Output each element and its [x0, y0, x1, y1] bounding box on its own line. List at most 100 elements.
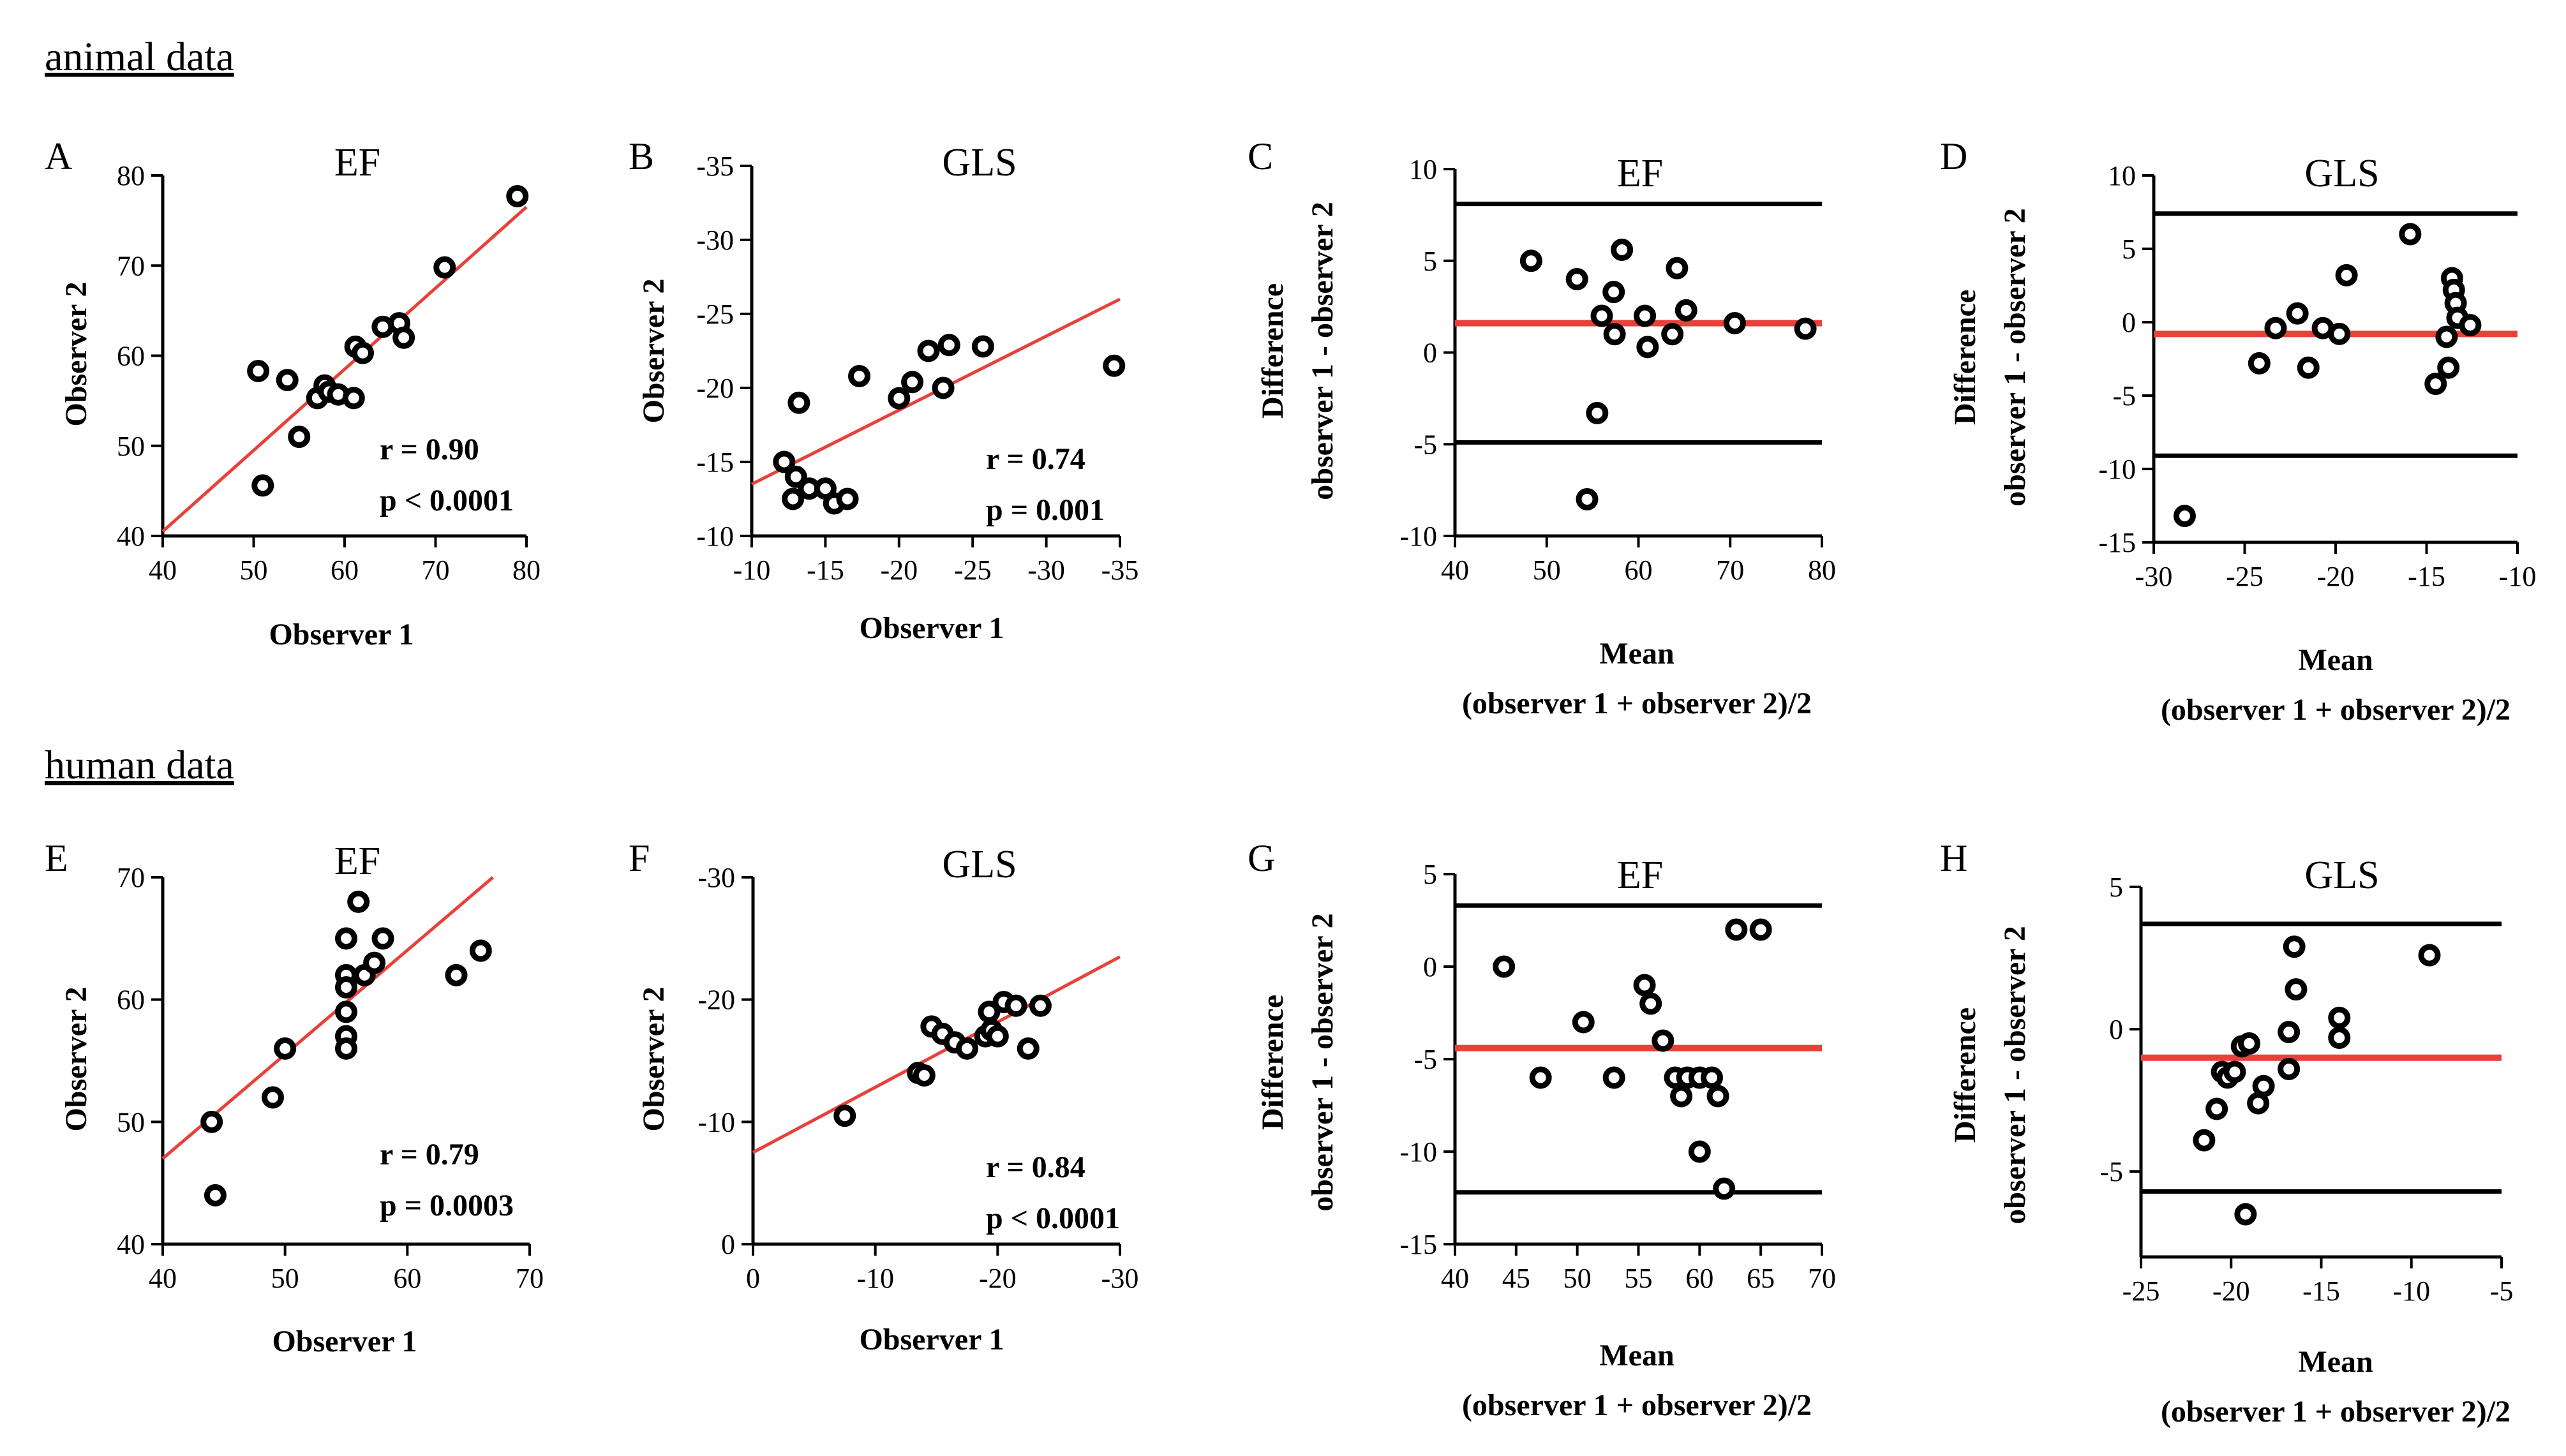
data-point-B	[888, 387, 911, 410]
x-axis-label-line: (observer 1 + observer 2)/2	[1462, 1388, 1812, 1422]
x-axis-label-line: Mean	[2298, 1345, 2373, 1379]
y-axis-label-line: Difference	[1948, 1007, 1982, 1143]
x-tick-label: 80	[512, 554, 541, 586]
data-point-H	[2328, 1006, 2351, 1029]
human-section-title: human data	[45, 742, 234, 787]
data-point-B	[782, 487, 805, 510]
y-axis-label-line: observer 1 - observer 2	[1998, 208, 2032, 506]
y-tick-label: 40	[117, 1229, 145, 1260]
data-point-A	[247, 360, 270, 383]
x-tick-label: -20	[2317, 561, 2355, 592]
y-tick-label: 10	[2108, 160, 2136, 191]
data-point-C	[1519, 249, 1542, 272]
chart-F: F GLS 0 -10 -20 -30 0 -10 -20 -30 Observer 1 Observ…	[629, 837, 1138, 1356]
y-tick-label: -5	[1414, 1044, 1437, 1075]
x-axis-label-line: Observer 1	[269, 618, 414, 651]
data-point-B	[901, 371, 924, 394]
x-axis-label-F: Observer 1	[859, 1323, 1004, 1356]
data-point-E	[335, 976, 357, 999]
data-point-H	[2238, 1032, 2260, 1055]
y-tick-label: -20	[697, 984, 735, 1016]
y-tick-label: 50	[117, 431, 145, 462]
data-point-H	[2328, 1026, 2351, 1049]
x-axis-label-line: Observer 1	[272, 1325, 417, 1358]
x-tick-label: 50	[1563, 1263, 1592, 1294]
y-tick-label: 0	[1423, 951, 1437, 983]
data-point-E	[262, 1086, 284, 1109]
x-axis-label-line: Mean	[1599, 1339, 1674, 1372]
chart-title-E: EF	[334, 840, 380, 883]
data-point-C	[1602, 281, 1625, 304]
data-point-C	[1675, 299, 1697, 322]
data-point-A	[352, 341, 374, 364]
panel-letter-B: B	[629, 135, 654, 177]
data-point-F	[955, 1037, 978, 1060]
x-tick-label: -15	[2302, 1275, 2340, 1307]
y-tick-label: 70	[117, 250, 145, 281]
x-tick-label: 80	[1808, 554, 1836, 586]
y-tick-label: -5	[1414, 429, 1437, 460]
data-point-D	[2335, 264, 2358, 286]
y-axis-label-line: Difference	[1256, 995, 1290, 1130]
chart-B: B GLS -10 -15 -20 -25 -30 -35 -10 -15 -20 -25 -30 -35…	[629, 135, 1138, 645]
data-point-E	[335, 1000, 357, 1023]
data-point-D	[2297, 356, 2320, 379]
chart-title-C: EF	[1617, 152, 1663, 195]
x-tick-label: -10	[2392, 1275, 2430, 1307]
x-tick-label: -30	[2135, 561, 2173, 592]
data-point-H	[2283, 935, 2306, 958]
data-point-B	[784, 465, 807, 488]
x-tick-label: -10	[733, 554, 771, 586]
y-axis-label-line: observer 1 - observer 2	[1306, 202, 1339, 500]
chart-title-D: GLS	[2304, 152, 2379, 195]
data-point-F	[1004, 994, 1027, 1017]
x-tick-label: 60	[1625, 554, 1653, 586]
data-point-B	[773, 450, 796, 473]
panel-letter-G: G	[1248, 837, 1275, 879]
data-point-G	[1706, 1085, 1729, 1108]
x-tick-label: 70	[422, 554, 450, 586]
x-axis-label-G: Mean (observer 1 + observer 2)/2	[1462, 1339, 1812, 1422]
x-tick-label: -20	[880, 554, 918, 586]
y-axis-label-A: Observer 2	[59, 281, 93, 426]
y-tick-label: -5	[2100, 1156, 2123, 1187]
x-tick-label: 55	[1625, 1263, 1653, 1294]
data-point-G	[1688, 1140, 1711, 1163]
x-tick-label: -15	[2408, 561, 2445, 592]
y-tick-label: 60	[117, 984, 145, 1016]
x-axis-label-line: Observer 1	[859, 611, 1004, 645]
y-axis-label-line: Difference	[1948, 290, 1982, 425]
chart-A: A EF 40 50 60 70 80 40 50 60 70 80 Observer 1 Observe…	[45, 135, 541, 651]
data-point-F	[986, 1025, 1009, 1048]
data-point-D	[2286, 302, 2309, 325]
data-point-F	[1017, 1037, 1040, 1060]
data-point-B	[787, 391, 810, 414]
panel-letter-D: D	[1940, 135, 1967, 177]
data-point-H	[2285, 978, 2308, 1001]
stat-text-E: r = 0.79	[380, 1138, 479, 1171]
x-tick-label: -35	[1101, 554, 1139, 586]
data-point-B	[937, 334, 960, 357]
data-point-A	[288, 426, 311, 449]
data-point-F	[833, 1104, 856, 1127]
y-axis-label-D: Difference observer 1 - observer 2	[1948, 208, 2032, 506]
x-tick-label: 60	[331, 554, 359, 586]
chart-E: E EF 40 50 60 70 40 50 60 70 Observer 1 Observer 2 r…	[45, 837, 544, 1358]
y-tick-label: -10	[1399, 1136, 1437, 1168]
regression-line-F	[752, 955, 1121, 1154]
y-tick-label: 5	[2122, 234, 2136, 265]
y-axis-label-E: Observer 2	[59, 986, 93, 1131]
data-point-D	[2424, 373, 2447, 396]
data-point-G	[1529, 1066, 1552, 1089]
y-axis-label-B: Observer 2	[637, 278, 671, 423]
data-point-C	[1661, 323, 1684, 346]
x-tick-label: 70	[1716, 554, 1744, 586]
x-axis-label-line: (observer 1 + observer 2)/2	[2161, 693, 2510, 727]
data-point-H	[2252, 1074, 2275, 1097]
y-tick-label: -35	[696, 151, 734, 182]
chart-title-B: GLS	[942, 141, 1017, 184]
x-tick-label: 45	[1502, 1263, 1530, 1294]
data-point-B	[1103, 354, 1126, 377]
